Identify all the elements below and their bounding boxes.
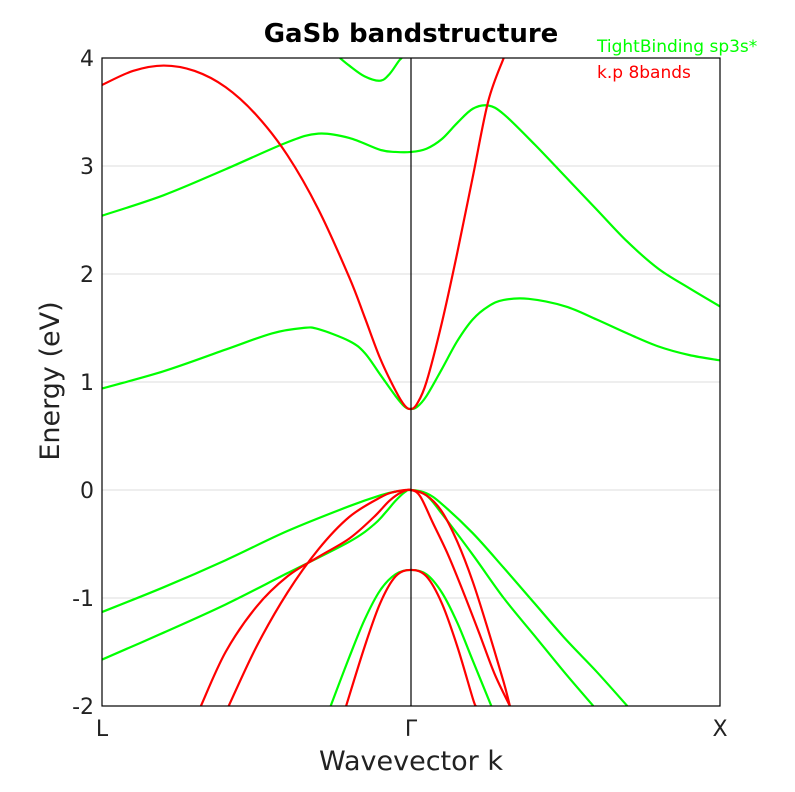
legend-entry-kp: k.p 8bands: [597, 63, 691, 83]
y-tick-label: 4: [80, 47, 94, 72]
y-tick-label: -1: [72, 587, 94, 612]
x-tick-label: L: [96, 717, 109, 742]
y-tick-label: 3: [80, 155, 94, 180]
band-line-1-0: [102, 58, 505, 411]
y-tick-label: -2: [72, 695, 94, 720]
band-line-0-0: [339, 58, 403, 82]
x-tick-label: X: [712, 717, 727, 742]
x-axis-label: Wavevector k: [319, 746, 503, 777]
band-line-0-1: [102, 104, 720, 308]
legend-entry-tightbinding: TightBinding sp3s*: [596, 37, 757, 57]
y-tick-label: 0: [80, 479, 94, 504]
band-line-0-4: [102, 488, 595, 706]
y-axis-label: Energy (eV): [35, 301, 66, 460]
tick-labels: -2 -1 0 1 2 3 4 L Γ X: [72, 47, 727, 742]
y-tick-label: 2: [80, 263, 94, 288]
chart-title: GaSb bandstructure: [264, 19, 559, 49]
band-line-0-2: [102, 297, 720, 411]
x-tick-label: Γ: [405, 717, 418, 742]
y-tick-label: 1: [80, 371, 94, 396]
band-line-1-3: [345, 568, 477, 706]
band-line-1-1: [199, 488, 511, 706]
